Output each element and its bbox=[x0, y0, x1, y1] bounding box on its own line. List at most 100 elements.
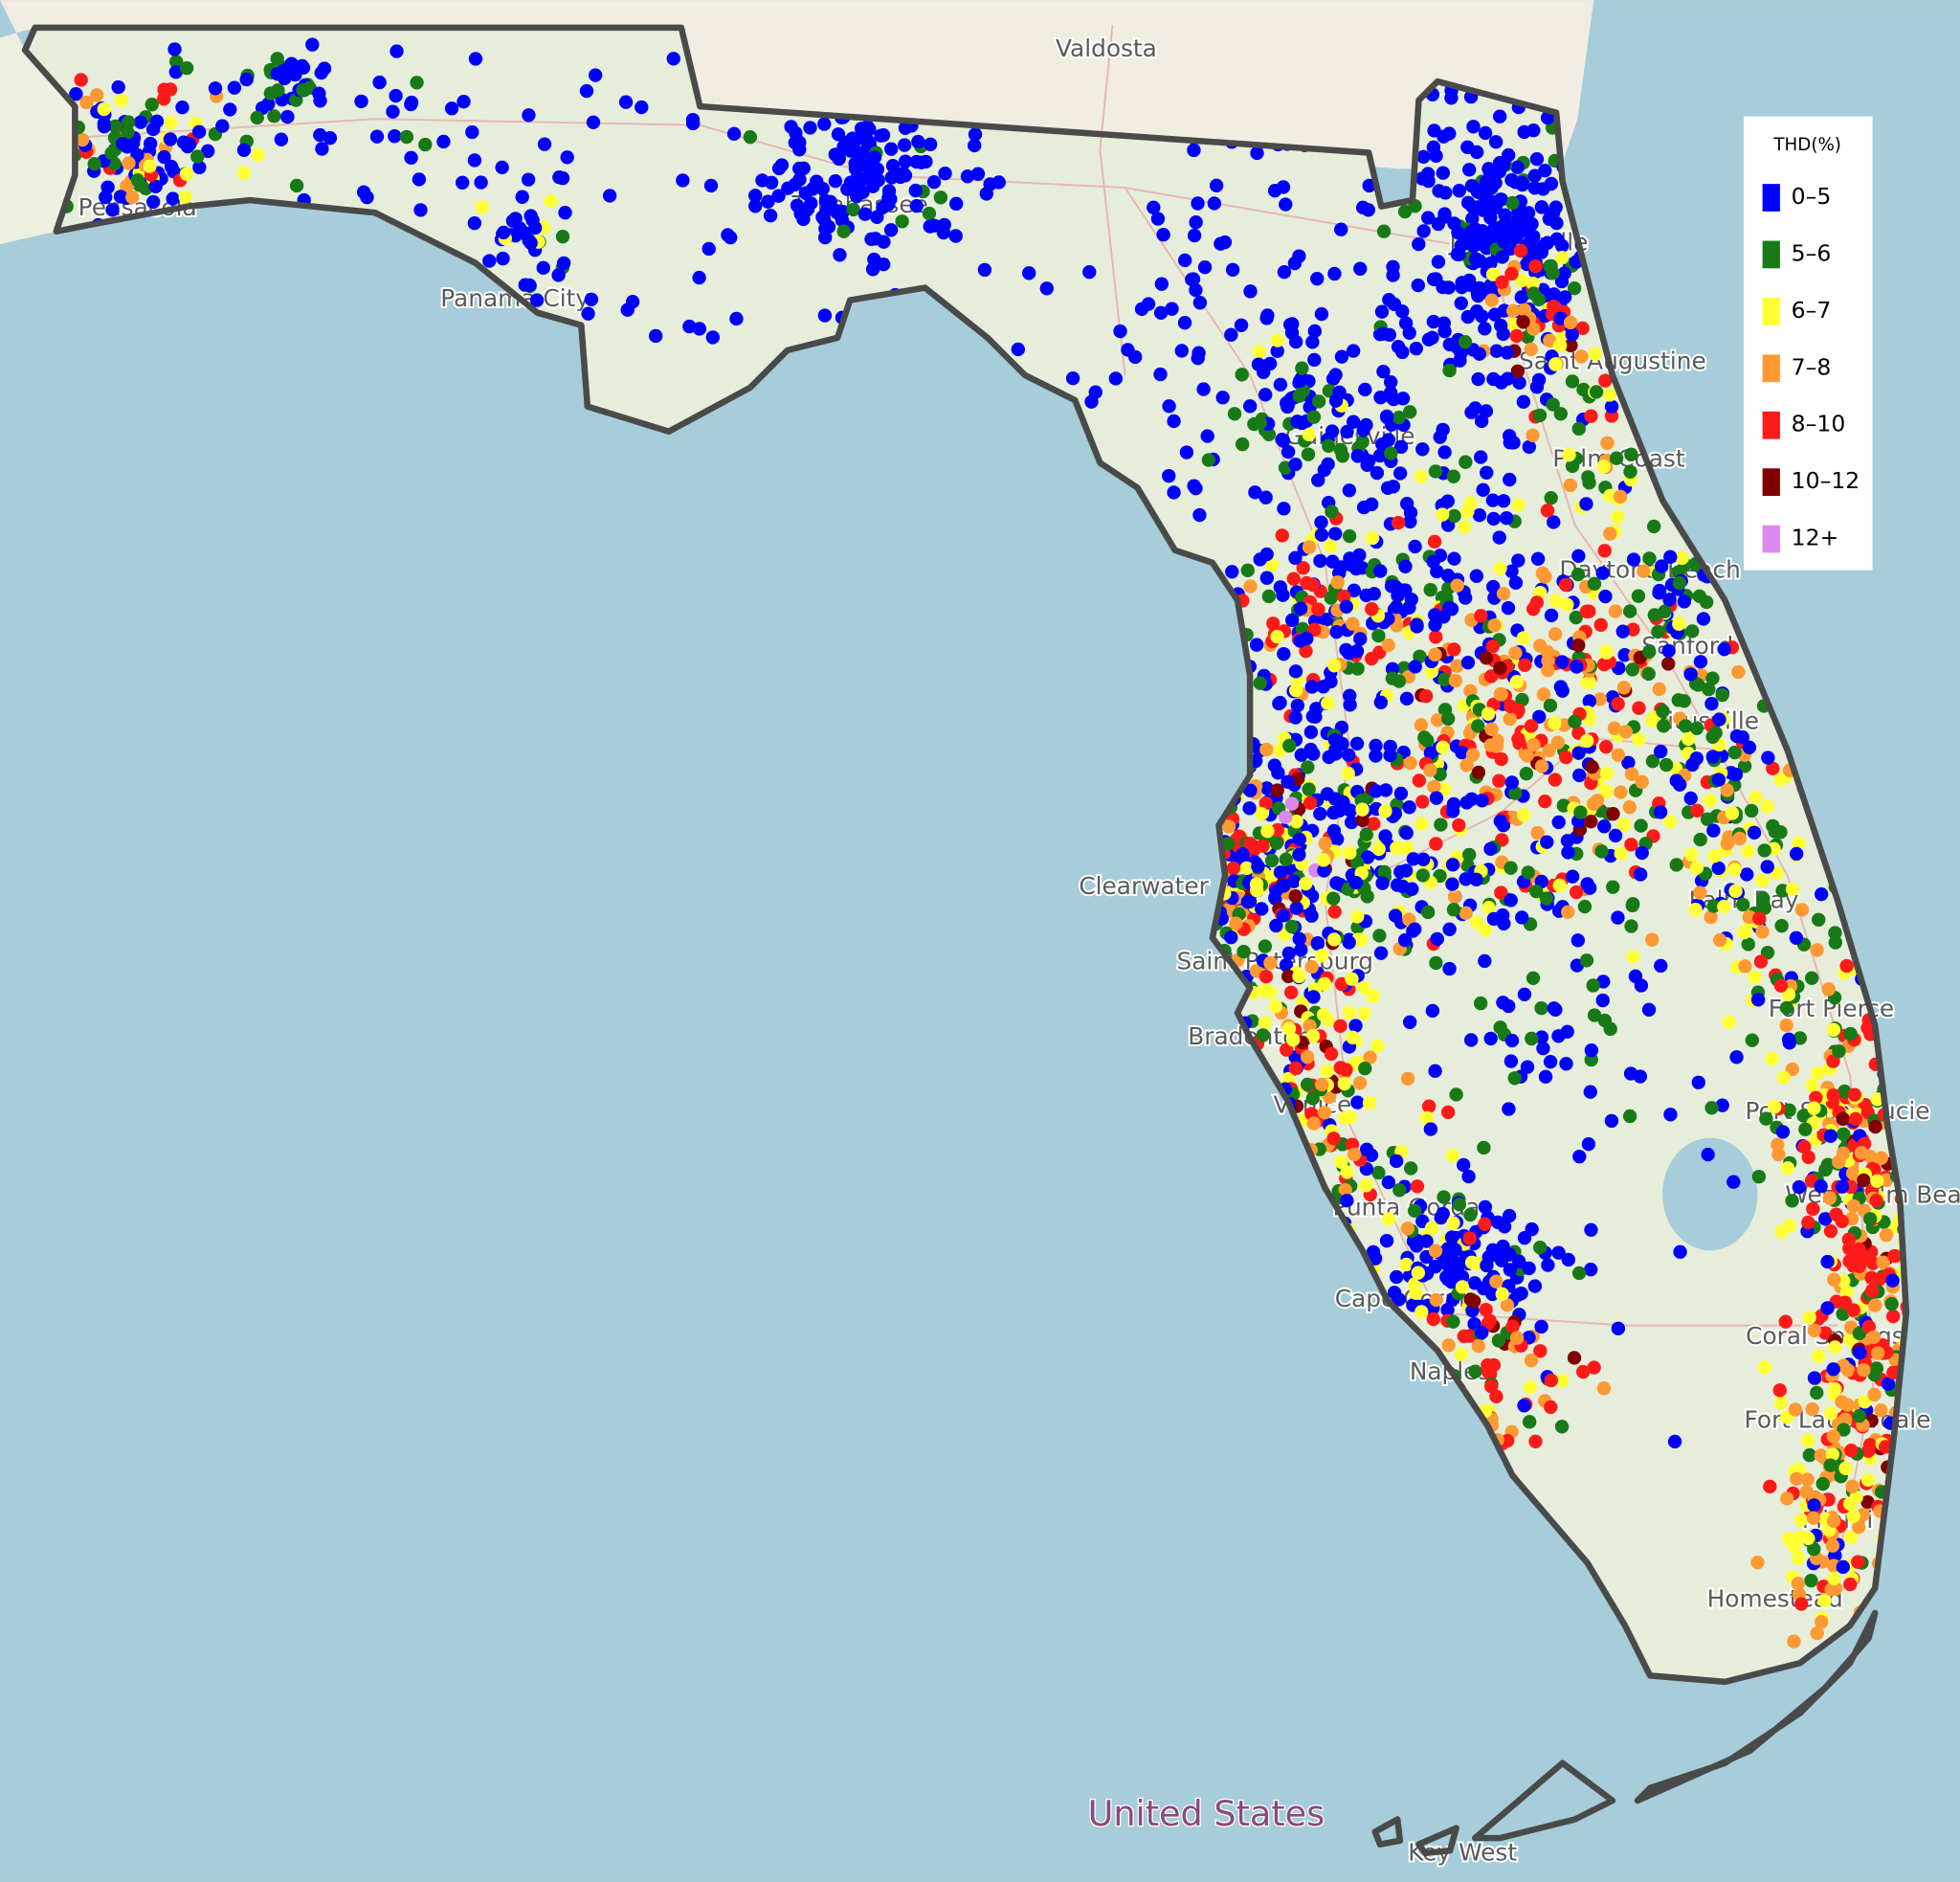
data-point bbox=[1646, 519, 1661, 534]
data-point bbox=[1383, 748, 1397, 763]
data-point bbox=[1847, 1087, 1861, 1102]
data-point bbox=[1460, 195, 1476, 211]
data-point bbox=[1399, 497, 1414, 511]
data-point bbox=[467, 153, 482, 168]
data-point bbox=[1321, 457, 1335, 472]
data-point bbox=[1318, 837, 1332, 851]
data-point bbox=[1372, 929, 1387, 943]
data-point bbox=[1391, 515, 1406, 530]
data-point bbox=[121, 125, 135, 140]
data-point bbox=[404, 150, 418, 166]
data-point bbox=[1546, 397, 1560, 412]
data-point bbox=[1712, 712, 1726, 727]
data-point bbox=[1529, 884, 1544, 899]
data-point bbox=[1339, 599, 1353, 615]
data-point bbox=[1570, 933, 1586, 948]
data-point bbox=[167, 42, 182, 56]
data-point bbox=[1468, 401, 1482, 415]
data-point bbox=[1621, 755, 1636, 770]
data-point bbox=[1757, 843, 1771, 858]
data-point bbox=[1838, 1295, 1853, 1310]
data-point bbox=[1563, 315, 1578, 330]
data-point bbox=[107, 156, 122, 171]
data-point bbox=[911, 134, 925, 149]
data-point bbox=[860, 133, 875, 148]
data-point bbox=[1741, 937, 1756, 952]
data-point bbox=[146, 194, 161, 210]
data-point bbox=[1313, 553, 1327, 569]
data-point bbox=[1450, 659, 1464, 673]
data-point bbox=[857, 156, 871, 171]
data-point bbox=[1828, 926, 1842, 940]
data-point bbox=[1328, 527, 1343, 541]
data-point bbox=[1678, 719, 1693, 733]
data-point bbox=[1301, 447, 1316, 461]
data-point bbox=[1568, 714, 1582, 729]
data-point bbox=[521, 172, 536, 187]
data-point bbox=[1307, 352, 1322, 368]
data-point bbox=[1555, 251, 1570, 265]
data-point bbox=[1554, 274, 1570, 289]
data-point bbox=[1387, 1286, 1402, 1300]
data-point bbox=[938, 167, 952, 181]
data-point bbox=[1536, 1041, 1550, 1056]
data-point bbox=[1622, 604, 1637, 618]
data-point bbox=[1156, 228, 1170, 242]
data-point bbox=[1785, 1194, 1799, 1208]
data-point bbox=[1402, 325, 1416, 340]
data-point bbox=[1235, 368, 1249, 382]
legend-label: 8–10 bbox=[1792, 411, 1846, 437]
data-point bbox=[1423, 1122, 1438, 1136]
data-point bbox=[1507, 1071, 1522, 1086]
data-point bbox=[1527, 1279, 1543, 1293]
data-point bbox=[1294, 748, 1308, 762]
data-point bbox=[1464, 178, 1480, 193]
data-point bbox=[1370, 1039, 1385, 1053]
data-point bbox=[1330, 575, 1345, 590]
data-point bbox=[1575, 321, 1590, 336]
data-point bbox=[1428, 1064, 1442, 1079]
data-point bbox=[1313, 806, 1327, 821]
data-point bbox=[1502, 1208, 1517, 1223]
data-point bbox=[1693, 832, 1707, 847]
data-point bbox=[1510, 364, 1526, 378]
data-point bbox=[1473, 996, 1488, 1011]
data-point bbox=[1493, 318, 1508, 333]
data-point bbox=[1722, 1015, 1736, 1029]
data-point bbox=[1683, 667, 1698, 682]
data-point bbox=[1286, 571, 1301, 586]
data-point bbox=[389, 88, 403, 103]
data-point bbox=[1485, 267, 1501, 281]
data-point bbox=[1460, 309, 1476, 325]
data-point bbox=[1381, 1212, 1396, 1226]
data-point bbox=[1532, 709, 1547, 724]
data-point bbox=[1645, 932, 1659, 947]
legend-swatch bbox=[1762, 184, 1780, 212]
data-point bbox=[1452, 184, 1466, 198]
data-point bbox=[388, 129, 402, 144]
data-point bbox=[1559, 1057, 1573, 1071]
data-point bbox=[1774, 919, 1789, 933]
data-point bbox=[1489, 344, 1503, 358]
data-point bbox=[1108, 371, 1124, 386]
data-point bbox=[1538, 570, 1552, 584]
data-point bbox=[1514, 273, 1528, 288]
data-point bbox=[1481, 706, 1496, 721]
data-point bbox=[1552, 878, 1567, 893]
data-point bbox=[1088, 385, 1102, 399]
data-point bbox=[1788, 1402, 1803, 1417]
data-point bbox=[1519, 766, 1534, 781]
data-point bbox=[1292, 832, 1307, 847]
data-point bbox=[1832, 1154, 1846, 1170]
data-point bbox=[1411, 278, 1425, 293]
data-point bbox=[1442, 126, 1457, 141]
data-point bbox=[1540, 504, 1555, 518]
data-point bbox=[280, 109, 295, 124]
data-point bbox=[1437, 1190, 1451, 1204]
data-point bbox=[1554, 1420, 1570, 1434]
data-point bbox=[881, 184, 897, 198]
data-point bbox=[1807, 1323, 1822, 1338]
data-point bbox=[1717, 642, 1731, 657]
data-point bbox=[1258, 939, 1273, 953]
data-point bbox=[924, 137, 938, 151]
